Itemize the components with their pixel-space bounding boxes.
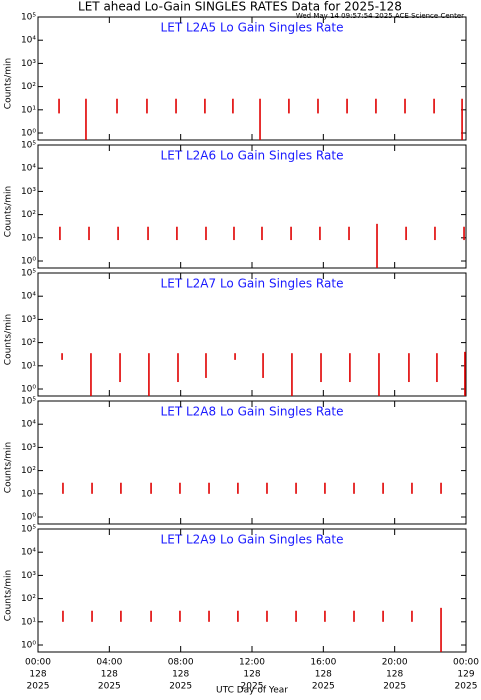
x-axis-label: UTC Day of Year	[216, 686, 288, 696]
y-tick-label: 10¹	[21, 361, 36, 371]
y-tick-label: 10⁰	[21, 641, 36, 651]
x-tick-day: 129	[457, 670, 474, 680]
x-tick-label: 16:00	[310, 658, 336, 668]
y-tick-label: 10⁴	[21, 292, 36, 302]
y-tick-label: 10⁵	[21, 397, 36, 407]
plot-frame	[37, 16, 467, 141]
timestamp: Wed May 14 09:57:54 2025 ACE Science Cen…	[296, 12, 464, 20]
y-tick-label: 10⁰	[21, 129, 36, 139]
plot-frame	[37, 400, 467, 525]
x-tick-day: 128	[29, 670, 46, 680]
x-tick-label: 04:00	[96, 658, 122, 668]
y-tick-label: 10³	[21, 187, 36, 197]
y-tick-label: 10¹	[21, 617, 36, 627]
y-tick-label: 10¹	[21, 105, 36, 115]
y-tick-label: 10²	[21, 594, 36, 604]
y-tick-label: 10³	[21, 315, 36, 325]
y-tick-label: 10³	[21, 571, 36, 581]
y-tick-label: 10⁴	[21, 36, 36, 46]
y-tick-label: 10¹	[21, 489, 36, 499]
y-tick-label: 10⁴	[21, 164, 36, 174]
y-tick-label: 10⁰	[21, 385, 36, 395]
panel-title: LET L2A9 Lo Gain Singles Rate	[161, 533, 344, 547]
chart-title: LET ahead Lo-Gain SINGLES RATES Data for…	[78, 0, 402, 14]
y-tick-label: 10²	[21, 338, 36, 348]
y-tick-label: 10⁵	[21, 525, 36, 535]
y-tick-label: 10⁴	[21, 420, 36, 430]
panel-title: LET L2A5 Lo Gain Singles Rate	[161, 21, 344, 35]
x-tick-year: 2025	[98, 682, 121, 692]
x-tick-label: 12:00	[239, 658, 265, 668]
x-tick-year: 2025	[169, 682, 192, 692]
x-tick-year: 2025	[383, 682, 406, 692]
x-tick-year: 2025	[241, 682, 264, 692]
y-tick-label: 10⁵	[21, 269, 36, 279]
y-tick-label: 10⁵	[21, 141, 36, 151]
y-axis-label: Counts/min	[4, 570, 14, 621]
x-tick-label: 20:00	[382, 658, 408, 668]
y-tick-label: 10²	[21, 210, 36, 220]
y-tick-label: 10³	[21, 59, 36, 69]
plot-frame	[37, 272, 467, 397]
plot-frame	[37, 528, 467, 653]
x-tick-year: 2025	[27, 682, 50, 692]
y-tick-label: 10⁰	[21, 513, 36, 523]
y-tick-label: 10²	[21, 82, 36, 92]
panel-title: LET L2A7 Lo Gain Singles Rate	[161, 277, 344, 291]
y-tick-label: 10⁰	[21, 257, 36, 267]
panel-title: LET L2A8 Lo Gain Singles Rate	[161, 405, 344, 419]
y-axis-label: Counts/min	[4, 442, 14, 493]
x-tick-label: 08:00	[168, 658, 194, 668]
plot-frame	[37, 144, 467, 269]
y-tick-label: 10²	[21, 466, 36, 476]
y-axis-label: Counts/min	[4, 58, 14, 109]
x-tick-day: 128	[101, 670, 118, 680]
x-tick-day: 128	[315, 670, 332, 680]
y-tick-label: 10⁴	[21, 548, 36, 558]
y-tick-label: 10⁵	[21, 13, 36, 23]
y-tick-label: 10³	[21, 443, 36, 453]
x-tick-day: 128	[243, 670, 260, 680]
y-axis-label: Counts/min	[4, 314, 14, 365]
x-tick-day: 128	[386, 670, 403, 680]
x-tick-day: 128	[172, 670, 189, 680]
x-tick-year: 2025	[455, 682, 478, 692]
panel-title: LET L2A6 Lo Gain Singles Rate	[161, 149, 344, 163]
x-tick-year: 2025	[312, 682, 335, 692]
x-tick-label: 00:00	[25, 658, 51, 668]
y-tick-label: 10¹	[21, 233, 36, 243]
y-axis-label: Counts/min	[4, 186, 14, 237]
x-tick-label: 00:00	[453, 658, 479, 668]
